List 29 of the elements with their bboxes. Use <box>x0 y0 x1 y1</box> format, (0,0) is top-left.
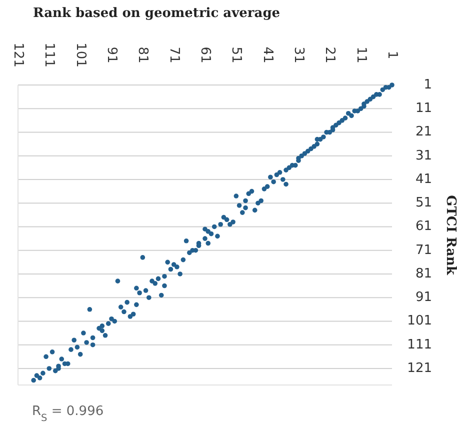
y-tick-label: 61 <box>415 219 432 234</box>
y-tick-label: 31 <box>415 148 432 164</box>
x-tick-label: 21 <box>322 46 338 64</box>
y-tick-label: 91 <box>415 290 432 306</box>
y-tick-label: 1 <box>424 78 432 92</box>
y-axis-title: GTCI Rank <box>443 195 457 276</box>
x-tick-label: 121 <box>10 42 26 68</box>
x-tick-label: 61 <box>198 46 212 64</box>
y-tick-label: 101 <box>407 314 432 329</box>
x-tick-label: 101 <box>72 42 88 68</box>
chart-title: Rank based on geometric average <box>33 6 280 21</box>
x-tick-label: 11 <box>353 46 368 64</box>
y-tick-label: 21 <box>415 124 432 140</box>
x-tick-label: 111 <box>42 42 57 68</box>
y-tick-label: 71 <box>415 242 432 258</box>
y-tick-label: 11 <box>415 101 432 116</box>
x-tick-label: 31 <box>291 46 306 64</box>
x-tick-label: 81 <box>135 46 150 64</box>
y-tick-label: 81 <box>415 266 432 282</box>
y-tick-label: 111 <box>407 337 432 352</box>
x-tick-label: 71 <box>166 46 182 64</box>
y-tick-label: 51 <box>415 196 432 211</box>
x-tick-label: 91 <box>104 46 119 64</box>
x-tick-label: 51 <box>228 46 244 64</box>
y-tick-label: 41 <box>415 172 432 187</box>
x-tick-label: 1 <box>384 50 400 60</box>
x-tick-label: 41 <box>260 46 275 64</box>
text: R$_{S}$ = 0.996 <box>32 404 104 424</box>
y-tick-label: 121 <box>407 360 432 376</box>
